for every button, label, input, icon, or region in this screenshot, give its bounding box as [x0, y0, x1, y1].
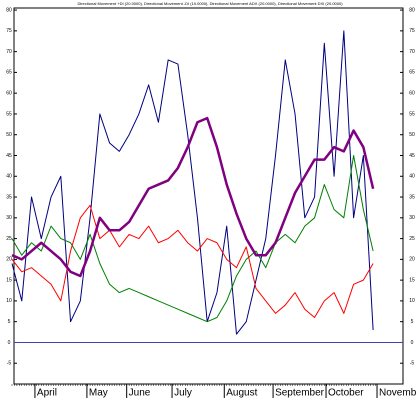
y-tick-label: 15 — [6, 277, 12, 283]
y-tick-label: 50 — [6, 132, 12, 138]
x-tick-label: October — [328, 388, 364, 399]
series-line — [11, 116, 375, 278]
y-tick-label: 65 — [6, 70, 12, 76]
y-tick-label-right: 60 — [409, 90, 415, 96]
y-tick-label-right: 35 — [409, 194, 415, 200]
y-tick-label-right: -5 — [410, 361, 415, 367]
y-tick-label-right: 40 — [409, 174, 415, 180]
x-tick-label: September — [275, 388, 325, 399]
x-tick-label: May — [89, 388, 108, 399]
y-tick-label: 10 — [6, 298, 12, 304]
y-tick-label: 55 — [6, 111, 12, 117]
x-tick-label: July — [174, 388, 192, 399]
y-tick-label: 5 — [8, 319, 11, 325]
y-tick-label: 45 — [6, 153, 12, 159]
y-tick-label-right: 70 — [409, 49, 415, 55]
x-tick-label: April — [37, 388, 57, 399]
y-tick-label: 25 — [6, 236, 12, 242]
y-tick-label-right: 25 — [409, 236, 415, 242]
y-tick-label-right: 50 — [409, 132, 415, 138]
y-tick-label: 60 — [6, 90, 12, 96]
x-tick-label: August — [226, 388, 257, 399]
y-tick-label: 0 — [8, 340, 11, 346]
y-tick-label-right: 0 — [411, 340, 414, 346]
y-tick-label-right: 75 — [409, 28, 415, 34]
x-tick-label: June — [129, 388, 151, 399]
y-tick-label: 80 — [6, 7, 12, 13]
x-tick-label: Novemb — [379, 388, 417, 399]
plot-frame — [13, 7, 404, 385]
y-tick-label: 40 — [6, 174, 12, 180]
chart-title: Directional Movement +DI (20.0000), Dire… — [77, 1, 343, 6]
y-tick-label-right: 15 — [409, 277, 415, 283]
y-tick-label-right: 45 — [409, 153, 415, 159]
y-tick-label: -5 — [7, 361, 12, 367]
y-tick-label: 30 — [6, 215, 12, 221]
y-tick-label-right: 55 — [409, 111, 415, 117]
y-tick-label-right: 65 — [409, 70, 415, 76]
y-tick-label: 75 — [6, 28, 12, 34]
y-tick-label: 35 — [6, 194, 12, 200]
y-tick-label: 70 — [6, 49, 12, 55]
y-tick-label-right: 10 — [409, 298, 415, 304]
y-tick-label-right: 80 — [409, 7, 415, 13]
y-tick-label-right: 20 — [409, 257, 415, 263]
series-line — [11, 204, 374, 319]
y-tick-label-right: 5 — [411, 319, 414, 325]
y-tick-label: 20 — [6, 257, 12, 263]
series-line — [11, 30, 374, 335]
y-tick-label-right: 30 — [409, 215, 415, 221]
